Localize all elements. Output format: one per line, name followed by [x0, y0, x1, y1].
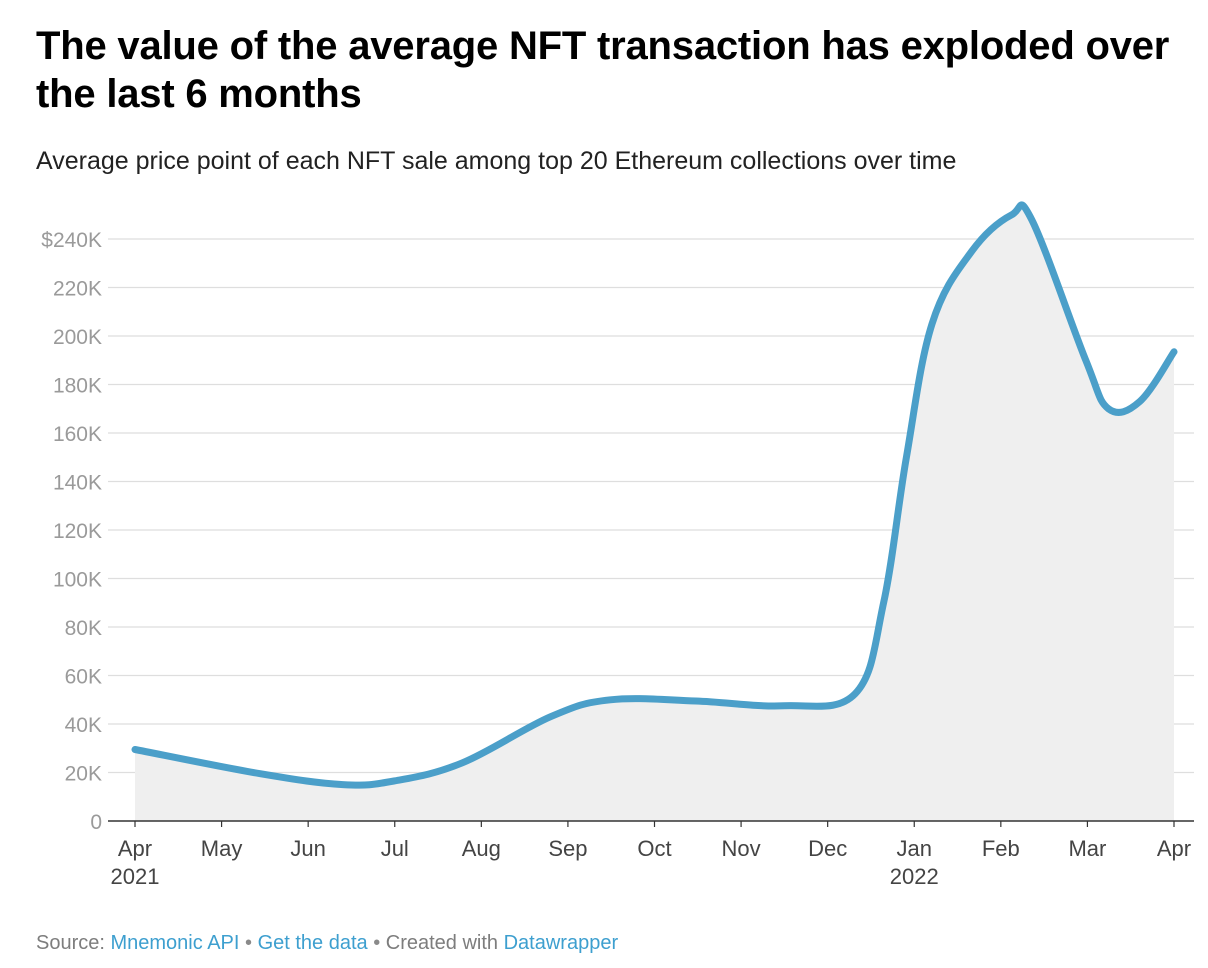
x-axis	[108, 820, 1194, 827]
get-the-data-link[interactable]: Get the data	[257, 932, 368, 954]
mnemonic-api-link[interactable]: Mnemonic API	[110, 932, 240, 954]
footer-separator: •	[239, 932, 258, 954]
x-tick-label: Oct	[637, 836, 671, 861]
footer-separator: •	[367, 932, 386, 954]
y-tick-label: 220K	[53, 278, 102, 301]
x-tick-label: Jul	[381, 836, 409, 861]
y-tick-label: 160K	[53, 423, 102, 446]
datawrapper-link[interactable]: Datawrapper	[503, 932, 619, 954]
x-tick-label: Apr	[118, 836, 152, 861]
x-tick-year-label: 2021	[111, 864, 160, 889]
y-tick-label: 100K	[53, 569, 102, 592]
y-tick-label: 20K	[65, 763, 102, 786]
x-tick-label: Jun	[290, 836, 325, 861]
y-tick-label: $240K	[41, 229, 102, 252]
x-tick-label: Nov	[722, 836, 761, 861]
y-tick-label: 60K	[65, 666, 102, 689]
area-chart: 0 20K 40K 60K 80K 100K 120K 140K 160K 180K 200K 220…	[41, 201, 1194, 889]
chart-subtitle: Average price point of each NFT sale amo…	[36, 147, 957, 175]
x-tick-label: Aug	[462, 836, 501, 861]
area-fill	[135, 204, 1174, 822]
x-tick-label: Jan	[897, 836, 932, 861]
area-fill-layer	[135, 204, 1174, 822]
x-tick-year-label: 2022	[890, 864, 939, 889]
y-tick-label: 80K	[65, 617, 102, 640]
x-tick-label: Dec	[808, 836, 847, 861]
chart-footer: Source: Mnemonic API • Get the data • Cr…	[36, 930, 618, 956]
y-tick-label: 0	[90, 811, 102, 834]
line-layer	[131, 201, 1178, 789]
y-tick-label: 120K	[53, 520, 102, 543]
y-tick-label: 180K	[53, 375, 102, 398]
source-prefix: Source:	[36, 932, 111, 954]
y-tick-label: 200K	[53, 326, 102, 349]
y-axis-labels: 0 20K 40K 60K 80K 100K 120K 140K 160K 180K 200K 220…	[41, 229, 102, 834]
x-tick-label: Feb	[982, 836, 1020, 861]
created-with-prefix: Created with	[385, 932, 504, 954]
x-tick-label: Sep	[548, 836, 587, 861]
x-tick-label: Apr	[1157, 836, 1191, 861]
x-tick-label: May	[201, 836, 243, 861]
y-tick-label: 140K	[53, 472, 102, 495]
chart-title: The value of the average NFT transaction…	[36, 24, 1170, 116]
x-tick-label: Mar	[1068, 836, 1106, 861]
y-tick-label: 40K	[65, 714, 102, 737]
x-axis-labels: Apr 2021 May Jun Jul Aug Sep Oct Nov Dec Jan 2022 Fe…	[111, 836, 1192, 889]
series-line	[131, 201, 1178, 789]
